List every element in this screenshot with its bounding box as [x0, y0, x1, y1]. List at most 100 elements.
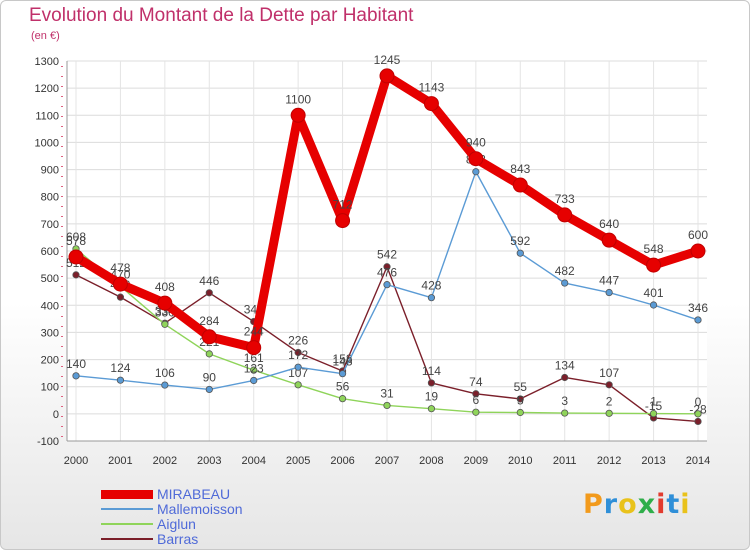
y-tick-label: 1000 [35, 137, 59, 149]
data-point [205, 289, 213, 297]
data-label: 19 [425, 390, 439, 404]
legend-swatch [101, 490, 153, 499]
x-tick-label: 2012 [597, 455, 621, 467]
x-tick-label: 2006 [330, 455, 354, 467]
data-label: 148 [333, 355, 353, 369]
x-tick-label: 2003 [197, 455, 221, 467]
data-point [335, 213, 351, 229]
data-point [472, 390, 480, 398]
data-label: 476 [377, 266, 397, 280]
data-label: 608 [66, 230, 86, 244]
legend-swatch [101, 508, 153, 510]
y-tick-label: -100 [37, 436, 59, 448]
data-label: 1245 [374, 53, 401, 67]
data-label: 244 [244, 325, 264, 339]
y-tick-label: 700 [41, 219, 59, 231]
data-label: -28 [689, 402, 707, 416]
data-point [338, 370, 347, 378]
y-tick-label: 1100 [35, 110, 59, 122]
data-point [427, 405, 436, 413]
legend-label: Mallemoisson [157, 501, 243, 517]
data-point [383, 401, 391, 410]
chart-subtitle: (en €) [31, 30, 60, 42]
x-tick-label: 2013 [641, 455, 665, 467]
data-label: 134 [555, 358, 575, 372]
data-label: 172 [288, 348, 308, 362]
data-label: 1143 [419, 81, 445, 95]
data-point [294, 363, 302, 371]
data-point [338, 395, 347, 403]
data-point [472, 408, 480, 416]
data-point [646, 257, 662, 273]
data-label: 542 [377, 248, 397, 262]
data-label: 401 [644, 286, 664, 300]
y-tick-label: 200 [41, 355, 59, 367]
data-point [516, 408, 524, 417]
data-point [250, 366, 258, 374]
x-tick-label: 2001 [108, 455, 132, 467]
y-tick-label: 300 [41, 327, 59, 339]
data-point [205, 385, 213, 394]
x-tick-label: 2008 [419, 455, 443, 467]
y-tick-label: 600 [41, 246, 59, 258]
data-point [694, 410, 702, 418]
data-point [157, 295, 173, 311]
data-label: 548 [644, 242, 664, 256]
data-point [205, 350, 213, 358]
data-label: 447 [599, 274, 619, 288]
y-tick-label: 900 [41, 165, 59, 177]
data-point [694, 417, 702, 426]
data-point [561, 373, 569, 382]
data-label: 428 [421, 279, 441, 293]
data-point [383, 281, 391, 289]
data-label: 843 [510, 162, 530, 176]
data-label: 56 [336, 380, 350, 394]
data-point [690, 243, 706, 259]
data-point [427, 294, 436, 302]
data-point [201, 329, 217, 345]
chart-title: Evolution du Montant de la Dette par Hab… [29, 5, 414, 26]
data-point [72, 372, 80, 380]
data-point [649, 301, 658, 309]
data-label: 6 [473, 393, 480, 407]
data-label: 114 [422, 364, 441, 378]
data-point [250, 376, 258, 385]
data-point [649, 409, 658, 418]
data-point [605, 409, 613, 417]
data-point [379, 68, 395, 84]
legend-item-mirabeau: MIRABEAU [101, 486, 321, 502]
data-label: 161 [244, 351, 264, 365]
data-label: 640 [599, 217, 619, 231]
data-point [472, 168, 480, 176]
data-label: 478 [110, 261, 130, 275]
y-tick-label: 1300 [35, 56, 59, 68]
x-tick-label: 2004 [241, 455, 265, 467]
legend-label: MIRABEAU [157, 486, 231, 502]
data-point [116, 376, 125, 384]
data-label: 3 [561, 394, 568, 408]
data-point [116, 293, 125, 301]
data-point [72, 271, 80, 279]
data-label: 55 [514, 380, 528, 394]
data-label: 0 [695, 395, 702, 409]
data-point [112, 276, 128, 292]
legend-item-aiglun: Aiglun [101, 516, 321, 532]
data-label: 140 [66, 357, 86, 371]
data-label: 284 [199, 314, 219, 328]
data-label: 90 [203, 370, 217, 384]
data-label: 226 [288, 334, 308, 348]
legend-item-mallemoisson: Mallemoisson [101, 501, 321, 517]
data-point [561, 279, 569, 287]
data-point [290, 107, 306, 123]
y-tick-label: 500 [41, 273, 59, 285]
x-tick-label: 2009 [464, 455, 488, 467]
data-label: 107 [599, 366, 619, 380]
data-point [601, 232, 617, 248]
data-point [605, 381, 613, 389]
legend-swatch [101, 523, 153, 525]
data-point [161, 320, 169, 328]
data-point [294, 381, 302, 389]
proxiti-logo: Proxiti [583, 489, 691, 520]
data-point [468, 151, 484, 167]
